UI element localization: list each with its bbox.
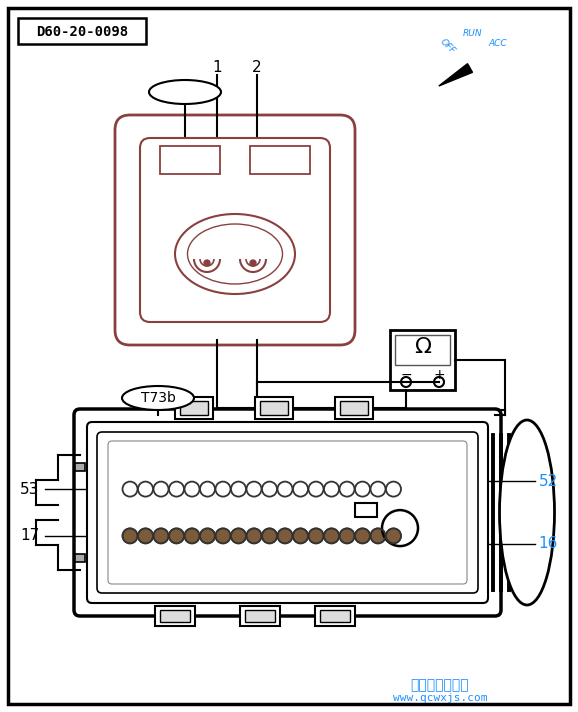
Ellipse shape <box>499 420 554 605</box>
Text: +: + <box>433 368 445 382</box>
Circle shape <box>293 528 308 543</box>
Bar <box>18 18 146 44</box>
Bar <box>155 606 195 626</box>
Text: 1: 1 <box>212 60 222 75</box>
Text: 53: 53 <box>20 481 40 496</box>
Bar <box>355 503 377 516</box>
Circle shape <box>154 528 169 543</box>
FancyBboxPatch shape <box>115 115 355 345</box>
Text: RUN: RUN <box>463 28 483 38</box>
Text: ACC: ACC <box>488 38 507 48</box>
Bar <box>340 401 368 415</box>
Ellipse shape <box>149 80 221 104</box>
Ellipse shape <box>122 386 194 410</box>
Circle shape <box>204 260 210 266</box>
Bar <box>175 397 213 419</box>
Bar <box>245 610 275 622</box>
Text: 16: 16 <box>538 536 558 551</box>
Bar <box>390 330 455 390</box>
FancyBboxPatch shape <box>140 138 330 322</box>
Text: Ω: Ω <box>414 337 431 357</box>
Circle shape <box>246 528 261 543</box>
Ellipse shape <box>175 214 295 294</box>
FancyBboxPatch shape <box>108 441 467 584</box>
Bar <box>260 401 288 415</box>
Circle shape <box>339 528 354 543</box>
Bar <box>320 610 350 622</box>
Bar <box>240 606 280 626</box>
Ellipse shape <box>187 224 283 284</box>
Text: D60-20-0098: D60-20-0098 <box>36 25 128 39</box>
Bar <box>335 397 373 419</box>
Circle shape <box>370 528 386 543</box>
Bar <box>75 554 85 562</box>
Text: T2az: T2az <box>168 85 202 99</box>
Circle shape <box>309 528 324 543</box>
Circle shape <box>262 528 277 543</box>
Circle shape <box>200 528 215 543</box>
Bar <box>160 610 190 622</box>
Polygon shape <box>439 63 472 86</box>
Circle shape <box>184 528 199 543</box>
Circle shape <box>277 528 292 543</box>
Circle shape <box>386 528 401 543</box>
Bar <box>160 146 220 174</box>
Text: www.qcwxjs.com: www.qcwxjs.com <box>392 693 487 703</box>
Circle shape <box>169 528 184 543</box>
Text: 17: 17 <box>20 528 40 543</box>
Bar <box>180 401 208 415</box>
FancyBboxPatch shape <box>87 422 488 603</box>
Circle shape <box>250 260 256 266</box>
Bar <box>75 463 85 471</box>
Bar <box>315 606 355 626</box>
Text: OFF: OFF <box>439 37 457 56</box>
Text: 汽车维修技术网: 汽车维修技术网 <box>411 678 469 692</box>
Circle shape <box>138 528 153 543</box>
Bar <box>395 335 450 365</box>
Text: 52: 52 <box>538 473 558 488</box>
Text: −: − <box>400 368 412 382</box>
Bar <box>250 146 310 174</box>
Text: 2: 2 <box>252 60 262 75</box>
Circle shape <box>123 528 138 543</box>
FancyBboxPatch shape <box>97 432 478 593</box>
Circle shape <box>231 528 246 543</box>
Circle shape <box>324 528 339 543</box>
Circle shape <box>355 528 370 543</box>
FancyBboxPatch shape <box>74 409 501 616</box>
Bar <box>255 397 293 419</box>
Text: T73b: T73b <box>140 391 176 405</box>
Circle shape <box>216 528 231 543</box>
Circle shape <box>465 63 475 73</box>
